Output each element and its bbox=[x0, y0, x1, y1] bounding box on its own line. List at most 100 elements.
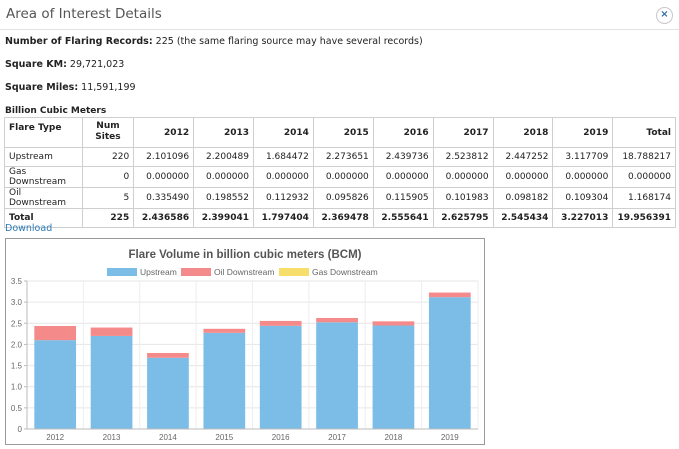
column-header: 2018 bbox=[492, 117, 554, 148]
table-cell: 0.000000 bbox=[372, 166, 434, 188]
table-cell: 0.101983 bbox=[432, 187, 494, 209]
x-tick-label: 2015 bbox=[215, 433, 233, 442]
bar-segment bbox=[203, 328, 246, 333]
chart-axes: 0 0.5 1.0 1.5 2.0 2.5 3.0 3.5 2012 2013 2014 2015 20… bbox=[11, 277, 478, 442]
table-cell: 0.000000 bbox=[133, 166, 195, 188]
dialog-header: Area of Interest Details × bbox=[0, 0, 679, 30]
table-cell: 2.369478 bbox=[312, 208, 374, 228]
square-km-label: Square KM: bbox=[5, 59, 67, 70]
bar-segment bbox=[428, 292, 471, 298]
chart-bars bbox=[34, 292, 471, 429]
square-miles-value: 11,591,199 bbox=[81, 82, 136, 93]
x-tick-label: 2016 bbox=[272, 433, 290, 442]
flare-volume-chart: Flare Volume in billion cubic meters (BC… bbox=[5, 238, 485, 445]
x-tick-label: 2014 bbox=[159, 433, 177, 442]
column-header: Num Sites bbox=[81, 117, 135, 148]
bar-segment bbox=[90, 327, 133, 336]
flaring-records-label: Number of Flaring Records: bbox=[5, 36, 153, 47]
table-cell: 3.117709 bbox=[552, 147, 614, 167]
y-tick-label: 2.0 bbox=[11, 340, 23, 349]
column-header: Flare Type bbox=[4, 117, 83, 148]
column-header: 2013 bbox=[193, 117, 254, 148]
bar-segment bbox=[203, 332, 246, 429]
table-cell: 0.000000 bbox=[312, 166, 374, 188]
table-cell: 0.000000 bbox=[432, 166, 494, 188]
flare-table: Flare Type Num Sites 2012 2013 2014 2015… bbox=[4, 117, 676, 228]
table-cell: 0.112932 bbox=[253, 187, 314, 209]
table-cell: 2.523812 bbox=[432, 147, 494, 167]
y-tick-label: 2.5 bbox=[11, 319, 23, 328]
table-cell: 2.545434 bbox=[492, 208, 554, 228]
table-cell: 18.788217 bbox=[612, 147, 676, 167]
column-header: 2012 bbox=[133, 117, 195, 148]
table-cell: Oil Downstream bbox=[4, 187, 83, 209]
table-cell: 1.797404 bbox=[253, 208, 314, 228]
table-cell: 0.000000 bbox=[253, 166, 314, 188]
column-header: 2016 bbox=[372, 117, 434, 148]
column-header: 2014 bbox=[253, 117, 314, 148]
table-row: Upstream 220 2.101096 2.200489 1.684472 … bbox=[4, 147, 676, 167]
table-cell: 0.000000 bbox=[193, 166, 254, 188]
y-tick-label: 3.5 bbox=[11, 277, 23, 286]
table-total-row: Total 225 2.436586 2.399041 1.797404 2.3… bbox=[4, 208, 676, 228]
column-header: 2019 bbox=[552, 117, 614, 148]
table-row: Oil Downstream 5 0.335490 0.198552 0.112… bbox=[4, 187, 676, 209]
bar-segment bbox=[34, 325, 77, 341]
y-tick-label: 1.0 bbox=[11, 383, 23, 392]
table-cell: 2.101096 bbox=[133, 147, 195, 167]
square-km-value: 29,721,023 bbox=[69, 59, 125, 70]
table-cell: 0.000000 bbox=[492, 166, 554, 188]
bar-segment bbox=[259, 320, 302, 326]
x-tick-label: 2019 bbox=[441, 433, 459, 442]
table-cell: Total bbox=[4, 208, 83, 228]
table-cell: 2.625795 bbox=[432, 208, 494, 228]
square-miles-info: Square Miles: 11,591,199 bbox=[5, 82, 136, 93]
close-icon[interactable]: × bbox=[656, 7, 673, 24]
bar-segment bbox=[34, 340, 77, 429]
bar-segment bbox=[147, 352, 189, 358]
table-row: Gas Downstream 0 0.000000 0.000000 0.000… bbox=[4, 166, 676, 188]
table-cell: 0.098182 bbox=[492, 187, 554, 209]
table-cell: 19.956391 bbox=[612, 208, 676, 228]
square-km-info: Square KM: 29,721,023 bbox=[5, 59, 124, 70]
table-cell: 2.436586 bbox=[133, 208, 195, 228]
legend-swatch bbox=[107, 268, 137, 276]
table-cell: 0 bbox=[81, 166, 135, 188]
y-tick-label: 1.5 bbox=[11, 362, 23, 371]
table-cell: 5 bbox=[81, 187, 135, 209]
bar-segment bbox=[428, 297, 471, 429]
bar-segment bbox=[372, 325, 415, 429]
table-cell: 0.198552 bbox=[193, 187, 254, 209]
table-header-row: Flare Type Num Sites 2012 2013 2014 2015… bbox=[4, 117, 676, 148]
column-header: 2017 bbox=[432, 117, 494, 148]
dialog-title: Area of Interest Details bbox=[6, 6, 162, 22]
table-cell: 0.095826 bbox=[312, 187, 374, 209]
y-tick-label: 0.5 bbox=[11, 404, 23, 413]
x-tick-label: 2013 bbox=[103, 433, 121, 442]
flaring-records-info: Number of Flaring Records: 225 (the same… bbox=[5, 36, 423, 47]
table-cell: 3.227013 bbox=[552, 208, 614, 228]
table-cell: 1.684472 bbox=[253, 147, 314, 167]
table-cell: 225 bbox=[81, 208, 135, 228]
table-cell: 2.273651 bbox=[312, 147, 374, 167]
bar-segment bbox=[259, 325, 302, 429]
bar-segment bbox=[316, 317, 358, 323]
table-cell: 2.447252 bbox=[492, 147, 554, 167]
y-tick-label: 3.0 bbox=[11, 298, 23, 307]
table-cell: 2.200489 bbox=[193, 147, 254, 167]
table-cell: 0.000000 bbox=[552, 166, 614, 188]
table-cell: 0.335490 bbox=[133, 187, 195, 209]
legend-label: Gas Downstream bbox=[312, 267, 378, 277]
legend-swatch bbox=[181, 268, 211, 276]
download-link[interactable]: Download bbox=[5, 223, 53, 234]
table-cell: 220 bbox=[81, 147, 135, 167]
chart-title: Flare Volume in billion cubic meters (BC… bbox=[128, 249, 361, 261]
table-cell: 1.168174 bbox=[612, 187, 676, 209]
table-cell: Gas Downstream bbox=[4, 166, 83, 188]
y-tick-label: 0 bbox=[18, 425, 23, 434]
table-cell: Upstream bbox=[4, 147, 83, 167]
table-cell: 0.115905 bbox=[372, 187, 434, 209]
table-cell: 2.439736 bbox=[372, 147, 434, 167]
table-caption: Billion Cubic Meters bbox=[5, 106, 107, 116]
column-header: Total bbox=[612, 117, 676, 148]
